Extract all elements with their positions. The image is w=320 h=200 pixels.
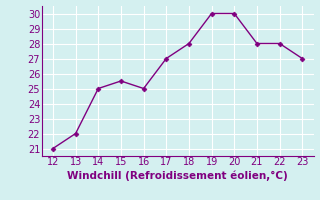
X-axis label: Windchill (Refroidissement éolien,°C): Windchill (Refroidissement éolien,°C) [67,170,288,181]
